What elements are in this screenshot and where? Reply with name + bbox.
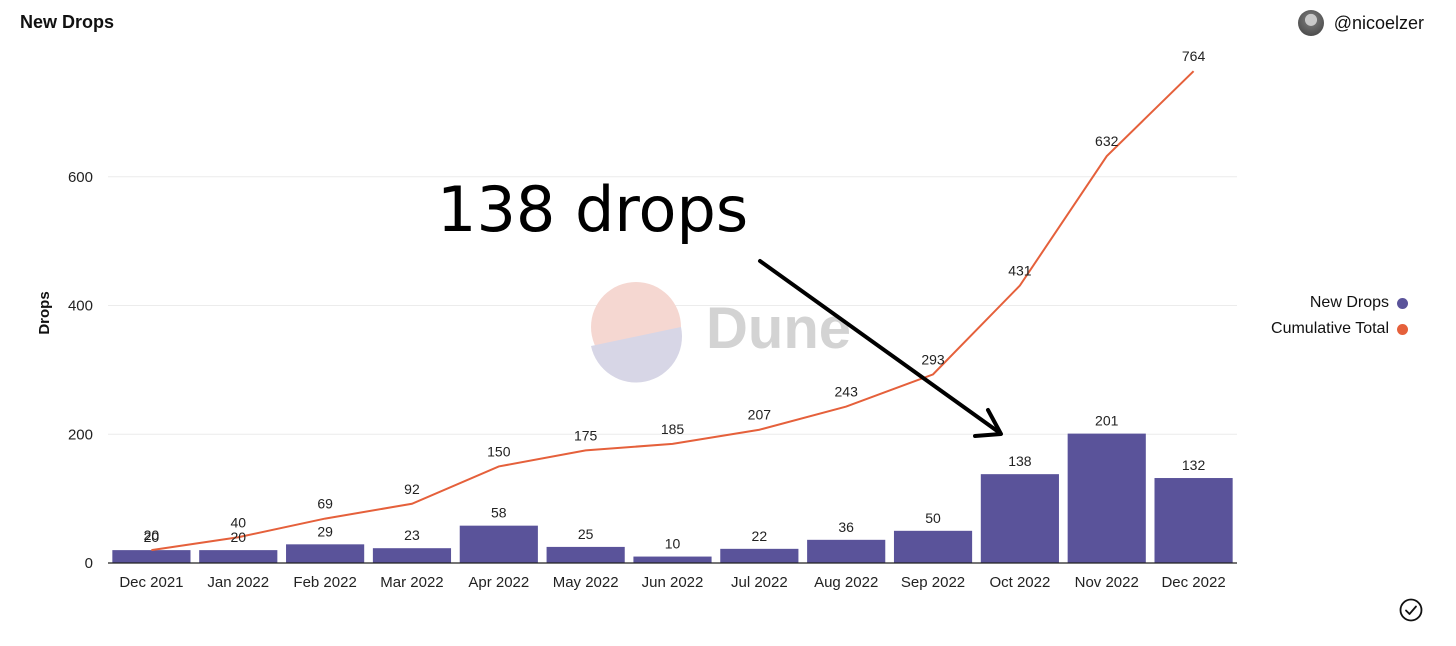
bar [546,546,625,563]
checkmark-icon[interactable] [1399,598,1423,622]
x-tick-label: Apr 2022 [468,574,529,591]
bar-data-label: 58 [491,505,507,521]
x-tick-label: Dec 2021 [119,574,183,591]
chart-title: New Drops [20,12,115,32]
line-data-label: 20 [144,527,160,543]
bar [980,474,1059,563]
x-tick-label: Jul 2022 [731,574,788,591]
bar-data-label: 201 [1095,413,1119,429]
bar [286,544,365,563]
legend-item-cumulative-total[interactable]: Cumulative Total [1240,316,1408,342]
axes: 0 200 400 600 Dec 2021 Jan 2022 Feb 2022 Mar 20… [68,169,1237,591]
line-data-label: 150 [487,443,511,459]
legend-label-cumulative-total: Cumulative Total [1271,320,1389,337]
line-data-label: 431 [1008,263,1032,279]
bar [459,525,538,563]
y-tick-label: 600 [68,169,93,186]
annotation-text: 138 drops [437,173,748,246]
x-tick-label: May 2022 [553,574,619,591]
bar [199,550,278,563]
bar [720,548,799,563]
bar-data-label: 25 [578,526,594,542]
y-axis-label: Drops [36,291,53,334]
avatar[interactable] [1297,10,1324,36]
legend-dot-cumulative-total [1397,323,1408,335]
y-tick-label: 200 [68,426,93,443]
bar-data-label: 22 [752,528,768,544]
x-tick-label: Aug 2022 [814,574,878,591]
watermark-text: Dune [706,296,851,361]
x-tick-label: Sep 2022 [901,574,965,591]
bar [807,539,886,563]
legend: New Drops Cumulative Total [1240,290,1408,342]
bar [1067,433,1146,563]
annotation-arrowhead [973,408,1003,438]
line-data-label: 175 [574,427,598,443]
bar-data-label: 29 [317,523,333,539]
bar-data-label: 20 [230,529,246,545]
legend-item-new-drops[interactable]: New Drops [1240,290,1408,316]
line-data-label: 40 [230,514,246,530]
x-tick-label: Oct 2022 [989,574,1050,591]
line-data-label: 185 [661,421,685,437]
bar-data-label: 36 [838,519,854,535]
line-data-label: 69 [317,496,333,512]
bar-data-label: 50 [925,510,941,526]
bar [633,556,712,563]
line-data-label: 243 [835,384,859,400]
username[interactable]: @nicoelzer [1333,12,1424,33]
y-tick-label: 400 [68,298,93,315]
bar [372,548,452,563]
user-profile[interactable]: @nicoelzer [1297,10,1424,36]
annotation: 138 drops [437,173,1003,438]
x-tick-label: Jan 2022 [207,574,269,591]
bar-data-label: 20 [144,529,160,545]
bar-data-label: 10 [665,536,681,552]
y-tick-label: 0 [85,555,93,572]
x-tick-label: Mar 2022 [380,574,443,591]
x-tick-label: Dec 2022 [1161,574,1225,591]
x-tick-label: Jun 2022 [642,574,704,591]
line-data-label: 764 [1182,48,1206,64]
legend-dot-new-drops [1397,297,1408,309]
bars [112,433,1233,563]
bar-data-label: 132 [1182,457,1206,473]
cumulative-line [151,70,1195,552]
line-data-label: 207 [748,407,772,423]
line-data-label: 92 [404,481,420,497]
x-tick-label: Nov 2022 [1075,574,1139,591]
line-data-label: 632 [1095,133,1119,149]
bar [112,550,191,563]
annotation-arrow [758,259,1002,435]
bar [893,530,973,563]
line-data-label: 293 [921,351,945,367]
legend-label-new-drops: New Drops [1309,294,1389,311]
bar [1154,478,1233,563]
bar-data-label: 23 [404,527,420,543]
bar-data-label: 138 [1008,453,1032,469]
x-tick-label: Feb 2022 [293,574,356,591]
cumulative-line-layer [151,70,1195,552]
dune-watermark: Dune [591,282,851,383]
